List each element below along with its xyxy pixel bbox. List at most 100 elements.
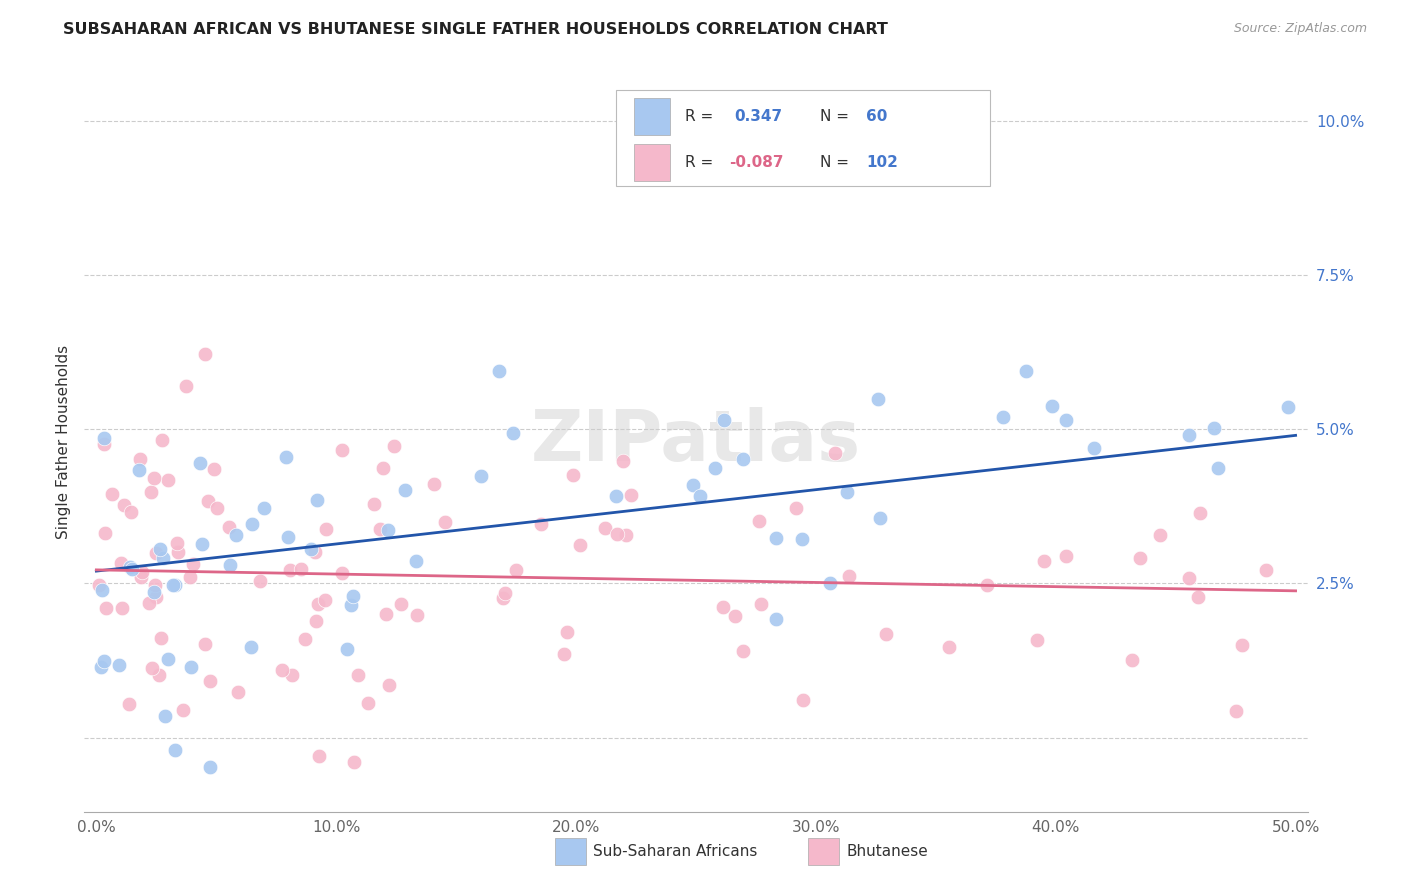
Point	[197, 494, 219, 508]
Text: 60: 60	[866, 110, 887, 124]
Point	[299, 541, 322, 556]
Point	[751, 597, 773, 611]
Point	[205, 500, 228, 515]
Point	[290, 562, 312, 576]
Point	[305, 493, 328, 508]
Point	[141, 660, 163, 674]
Point	[89, 578, 111, 592]
Text: 102: 102	[866, 154, 898, 169]
Point	[120, 505, 142, 519]
Point	[138, 596, 160, 610]
Point	[150, 434, 173, 448]
Point	[188, 456, 211, 470]
Point	[145, 590, 167, 604]
Point	[149, 541, 172, 556]
Point	[149, 631, 172, 645]
Point	[724, 609, 747, 624]
Point	[157, 473, 180, 487]
Point	[1202, 421, 1225, 435]
Point	[148, 668, 170, 682]
Text: Bhutanese: Bhutanese	[846, 845, 928, 859]
Point	[938, 640, 960, 654]
Point	[176, 379, 198, 393]
Point	[218, 558, 240, 573]
Text: R =: R =	[685, 110, 718, 124]
Point	[202, 461, 225, 475]
Text: SUBSAHARAN AFRICAN VS BHUTANESE SINGLE FATHER HOUSEHOLDS CORRELATION CHART: SUBSAHARAN AFRICAN VS BHUTANESE SINGLE F…	[63, 22, 889, 37]
Point	[143, 584, 166, 599]
Point	[713, 413, 735, 427]
Point	[253, 500, 276, 515]
Point	[242, 517, 264, 532]
Point	[172, 703, 194, 717]
Point	[838, 569, 860, 583]
Point	[494, 585, 516, 599]
Point	[612, 454, 634, 468]
Text: N =: N =	[820, 110, 853, 124]
Point	[280, 563, 302, 577]
Point	[108, 657, 131, 672]
Point	[1083, 441, 1105, 455]
Point	[394, 483, 416, 497]
Point	[315, 522, 337, 536]
Point	[162, 578, 184, 592]
Point	[1056, 549, 1078, 563]
Point	[305, 614, 328, 628]
Point	[869, 511, 891, 525]
Point	[1188, 506, 1211, 520]
Point	[112, 498, 135, 512]
Point	[530, 516, 553, 531]
Point	[389, 597, 412, 611]
Point	[276, 450, 298, 465]
Point	[200, 673, 222, 688]
Point	[111, 600, 134, 615]
Point	[307, 597, 329, 611]
Point	[837, 485, 859, 500]
Point	[405, 554, 427, 568]
Point	[139, 485, 162, 500]
Point	[129, 570, 152, 584]
Point	[330, 566, 353, 580]
Text: -0.087: -0.087	[728, 154, 783, 169]
Point	[689, 489, 711, 503]
Text: Sub-Saharan Africans: Sub-Saharan Africans	[593, 845, 758, 859]
Point	[765, 612, 787, 626]
Point	[1225, 704, 1247, 718]
Point	[1054, 413, 1077, 427]
Bar	[634, 98, 671, 136]
Point	[180, 660, 202, 674]
Point	[314, 593, 336, 607]
Point	[101, 487, 124, 501]
Text: 0.347: 0.347	[734, 110, 782, 124]
Point	[304, 545, 326, 559]
Point	[131, 565, 153, 579]
Point	[731, 644, 754, 658]
Point	[1014, 364, 1036, 378]
Point	[785, 500, 807, 515]
Point	[142, 471, 165, 485]
Point	[194, 347, 217, 361]
Point	[555, 624, 578, 639]
Point	[271, 663, 294, 677]
Point	[117, 697, 139, 711]
Point	[1256, 563, 1278, 577]
Point	[561, 467, 583, 482]
Text: N =: N =	[820, 154, 853, 169]
Point	[1129, 550, 1152, 565]
Point	[1025, 632, 1047, 647]
Point	[128, 463, 150, 477]
Point	[181, 557, 204, 571]
Point	[357, 696, 380, 710]
Point	[375, 607, 398, 622]
Point	[711, 599, 734, 614]
Point	[1121, 653, 1143, 667]
Point	[1149, 528, 1171, 542]
Point	[505, 563, 527, 577]
Point	[93, 437, 115, 451]
Point	[90, 660, 112, 674]
Point	[165, 743, 187, 757]
Point	[1177, 427, 1199, 442]
Point	[336, 642, 359, 657]
Point	[748, 514, 770, 528]
Point	[93, 431, 115, 445]
